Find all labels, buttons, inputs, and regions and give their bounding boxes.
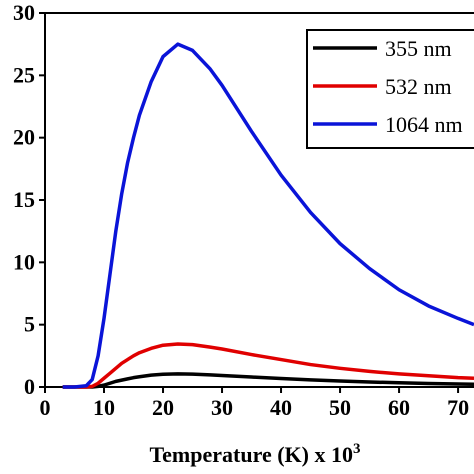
x-tick-label: 60	[388, 395, 410, 420]
x-axis-label-superscript: 3	[353, 441, 361, 457]
x-tick-label: 70	[447, 395, 469, 420]
legend-label: 355 nm	[385, 36, 452, 61]
legend-label: 1064 nm	[385, 112, 463, 137]
series-line	[62, 372, 474, 389]
y-tick-label: 10	[13, 249, 35, 274]
x-tick-label: 40	[270, 395, 292, 420]
x-tick-label: 20	[152, 395, 174, 420]
legend-label: 532 nm	[385, 74, 452, 99]
y-tick-label: 0	[24, 374, 35, 399]
x-tick-label: 10	[93, 395, 115, 420]
x-axis-label: Temperature (K) x 103	[150, 441, 361, 467]
y-tick-label: 15	[13, 187, 35, 212]
y-tick-label: 20	[13, 125, 35, 150]
x-tick-label: 0	[40, 395, 51, 420]
x-tick-label: 30	[211, 395, 233, 420]
y-tick-label: 5	[24, 312, 35, 337]
y-tick-label: 25	[13, 62, 35, 87]
y-tick-label: 30	[13, 0, 35, 25]
x-tick-label: 50	[329, 395, 351, 420]
series-line	[62, 42, 474, 389]
series-line	[62, 342, 474, 389]
x-axis-label-text: Temperature (K) x 10	[150, 442, 353, 467]
